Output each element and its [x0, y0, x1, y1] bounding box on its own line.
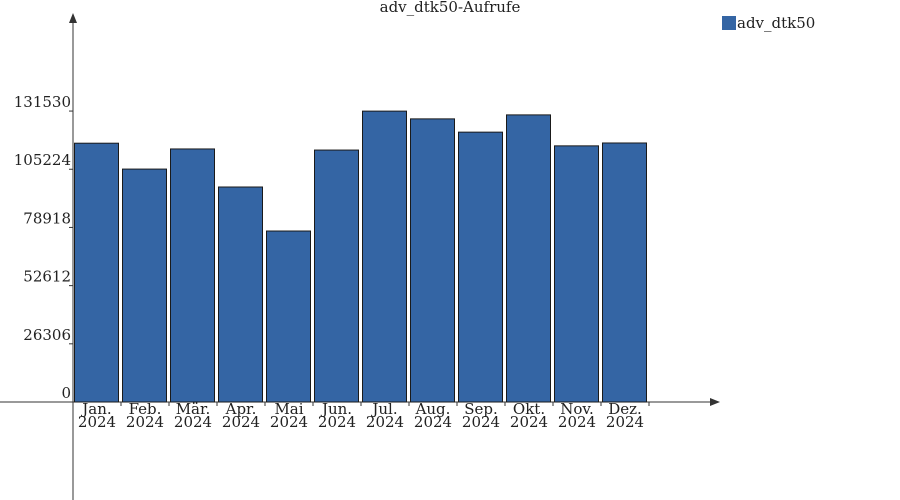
x-tick-label: Jun. 2024: [317, 400, 357, 431]
y-tick-label: 105224: [14, 151, 71, 169]
y-axis-arrow: [69, 13, 77, 23]
x-tick-label: Dez. 2024: [605, 400, 645, 431]
bar: [218, 186, 263, 403]
bar: [266, 230, 311, 403]
bar: [506, 114, 551, 403]
legend-label: adv_dtk50: [737, 14, 815, 32]
x-tick-label: Jan. 2024: [77, 400, 117, 431]
bar: [554, 145, 599, 403]
bar: [122, 168, 167, 403]
bar: [602, 142, 647, 403]
y-tick-label: 26306: [23, 326, 71, 344]
x-tick-label: Feb. 2024: [125, 400, 165, 431]
bar: [458, 131, 503, 403]
x-tick-label: Jul. 2024: [365, 400, 405, 431]
chart-title: adv_dtk50-Aufrufe: [380, 0, 521, 16]
y-tick-label: 0: [61, 384, 71, 402]
y-tick-label: 131530: [14, 93, 71, 111]
legend-swatch: [722, 16, 736, 30]
x-tick-label: Sep. 2024: [461, 400, 501, 431]
x-tick-label: Aug. 2024: [413, 400, 453, 431]
x-axis-arrow: [710, 398, 720, 406]
bar: [314, 149, 359, 403]
x-tick-label: Okt. 2024: [509, 400, 549, 431]
x-tick-label: Nov. 2024: [557, 400, 597, 431]
bar: [170, 148, 215, 403]
x-tick-label: Mär. 2024: [173, 400, 213, 431]
x-tick-label: Apr. 2024: [221, 400, 261, 431]
y-tick-label: 78918: [23, 209, 71, 227]
bar: [410, 118, 455, 403]
x-tick-label: Mai 2024: [269, 400, 309, 431]
bar: [362, 110, 407, 403]
bar: [74, 142, 119, 403]
y-tick-label: 52612: [23, 268, 71, 286]
